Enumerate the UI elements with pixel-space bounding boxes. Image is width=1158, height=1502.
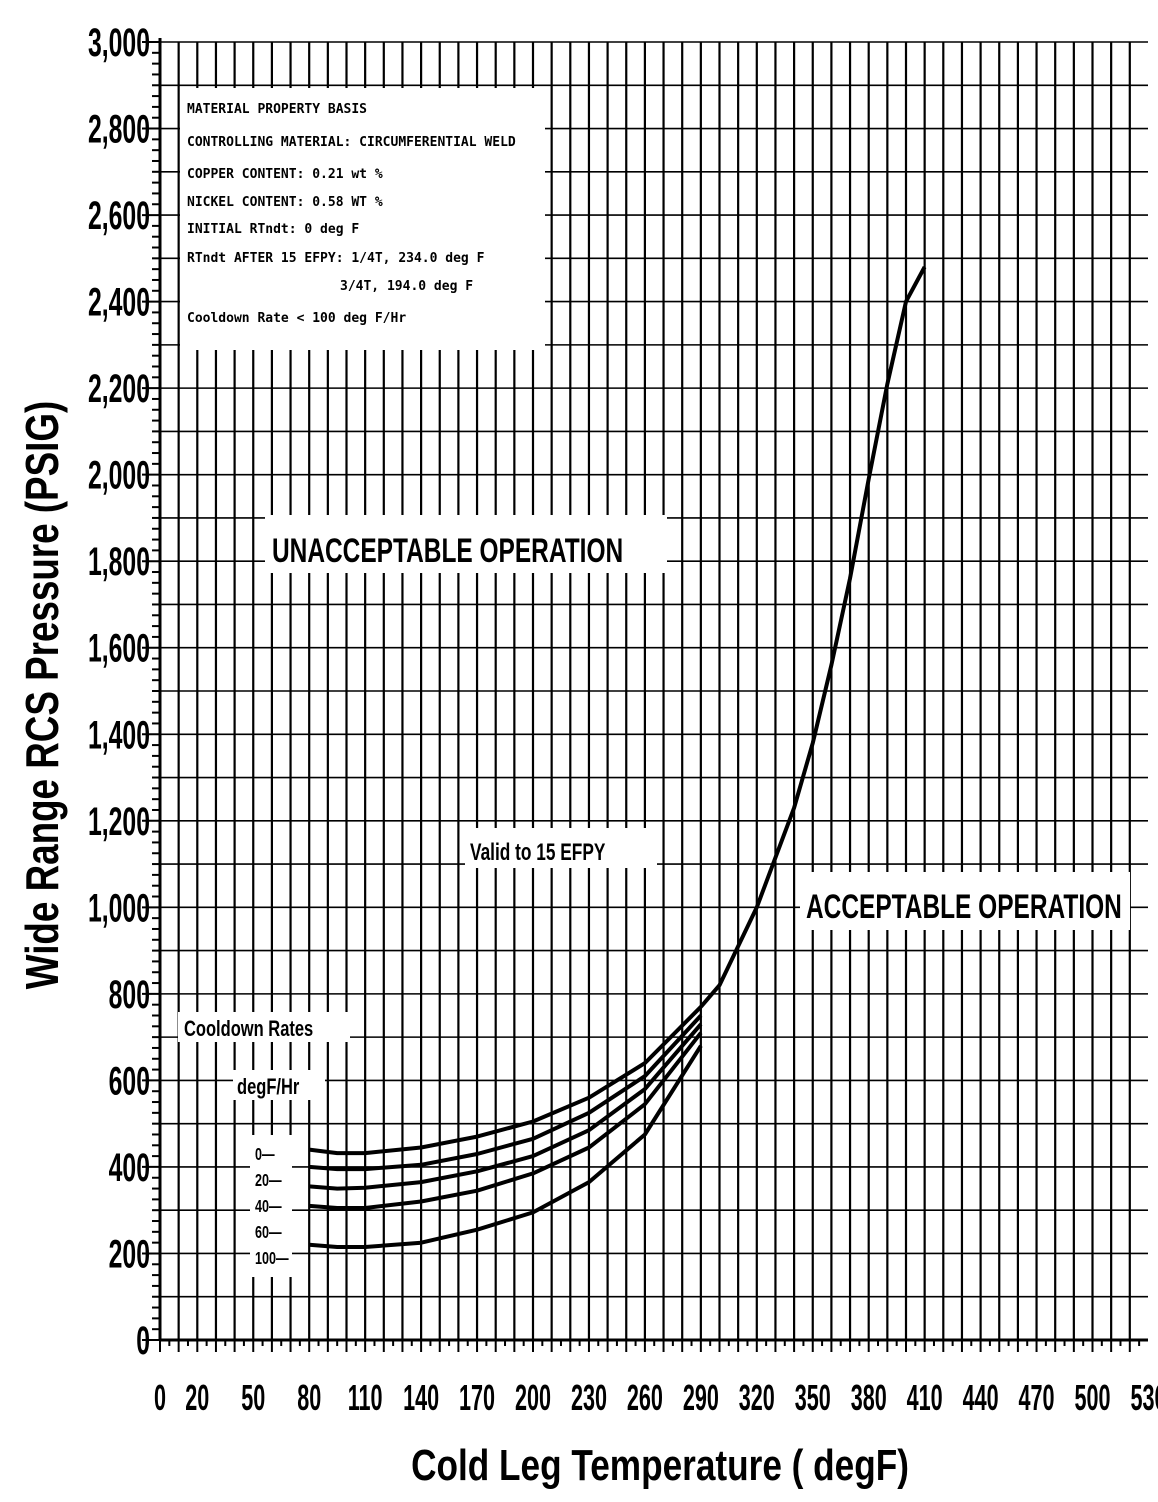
y-tick-label: 1,800 — [88, 540, 150, 584]
acceptable-operation-label: ACCEPTABLE OPERATION — [806, 888, 1122, 926]
x-tick-label: 140 — [403, 1378, 439, 1418]
x-tick-label: 410 — [907, 1378, 943, 1418]
cooldown-rate-list-box — [250, 1135, 292, 1277]
material-basis-line: MATERIAL PROPERTY BASIS — [187, 102, 367, 117]
acceptable-label-box — [800, 872, 1130, 930]
chart-axes — [142, 38, 1148, 1352]
series-line — [309, 1044, 703, 1249]
x-tick-label: 230 — [571, 1378, 607, 1418]
material-basis-line: RTndt AFTER 15 EFPY: 1/4T, 234.0 deg F — [187, 251, 485, 266]
series-line — [309, 1014, 703, 1172]
material-basis-box — [180, 88, 545, 350]
x-tick-label: 110 — [348, 1378, 383, 1418]
x-tick-label: 0 — [154, 1378, 166, 1418]
x-tick-label: 260 — [627, 1378, 663, 1418]
x-tick-label: 320 — [739, 1378, 775, 1418]
x-tick-label: 50 — [241, 1378, 265, 1418]
y-tick-label: 1,000 — [88, 886, 150, 930]
y-tick-label: 400 — [109, 1146, 150, 1190]
unacceptable-operation-label: UNACCEPTABLE OPERATION — [272, 532, 623, 570]
x-tick-label: 380 — [851, 1378, 887, 1418]
cooldown-rate-label: 20— — [255, 1171, 282, 1191]
y-tick-label: 2,400 — [88, 281, 150, 325]
series-line — [699, 266, 927, 1009]
material-basis-line: Cooldown Rate < 100 deg F/Hr — [187, 311, 406, 326]
material-basis-line: COPPER CONTENT: 0.21 wt % — [187, 167, 383, 182]
x-tick-label: 170 — [459, 1378, 495, 1418]
material-basis-line: 3/4T, 194.0 deg F — [340, 279, 473, 294]
chart-series — [308, 266, 927, 1249]
cooldown-rate-legend: 0— 20— 40— 60— 100— — [255, 1145, 289, 1269]
cooldown-rate-label: 0— — [255, 1145, 275, 1165]
y-tick-label: 1,200 — [88, 800, 150, 844]
valid-label: Valid to 15 EFPY — [470, 839, 605, 865]
x-tick-label: 440 — [963, 1378, 999, 1418]
y-tick-label: 800 — [109, 973, 150, 1017]
y-tick-label: 3,000 — [88, 21, 150, 65]
cooldown-rate-label: 40— — [255, 1197, 282, 1217]
x-tick-label: 530 — [1130, 1378, 1158, 1418]
x-tick-label: 80 — [297, 1378, 321, 1418]
material-basis-text: MATERIAL PROPERTY BASIS CONTROLLING MATE… — [187, 102, 516, 326]
series-line — [309, 1031, 703, 1210]
y-tick-label: 200 — [109, 1233, 150, 1277]
x-tick-label: 500 — [1074, 1378, 1110, 1418]
material-basis-line: NICKEL CONTENT: 0.58 WT % — [187, 195, 383, 210]
cooldown-units-box — [233, 1070, 325, 1100]
y-tick-label: 2,600 — [88, 194, 150, 238]
chart-labels: 02004006008001,0001,2001,4001,6001,8002,… — [88, 21, 1158, 1418]
y-tick-label: 2,800 — [88, 108, 150, 152]
x-tick-label: 290 — [683, 1378, 719, 1418]
material-basis-line: CONTROLLING MATERIAL: CIRCUMFERENTIAL WE… — [187, 135, 516, 150]
cooldown-units-label: degF/Hr — [237, 1075, 300, 1100]
series-line — [309, 1022, 703, 1191]
y-tick-label: 2,200 — [88, 367, 150, 411]
y-tick-label: 1,400 — [88, 713, 150, 757]
cooldown-rate-label: 60— — [255, 1223, 282, 1243]
y-tick-label: 1,600 — [88, 627, 150, 671]
series-line — [308, 1005, 703, 1156]
x-tick-label: 200 — [515, 1378, 551, 1418]
y-axis-title: Wide Range RCS Pressure (PSIG) — [16, 401, 68, 989]
cooldown-rate-label: 100— — [255, 1249, 289, 1269]
x-axis-title: Cold Leg Temperature ( degF) — [411, 1441, 909, 1490]
x-tick-label: 20 — [185, 1378, 209, 1418]
cooldown-legend-box — [178, 1012, 350, 1042]
x-tick-label: 470 — [1019, 1378, 1055, 1418]
cooldown-rates-title: Cooldown Rates — [184, 1017, 313, 1042]
y-tick-label: 0 — [136, 1319, 150, 1363]
valid-label-box — [465, 828, 657, 868]
y-tick-label: 2,000 — [88, 454, 150, 498]
unacceptable-label-box — [265, 515, 667, 573]
y-tick-label: 600 — [109, 1060, 150, 1104]
x-tick-label: 350 — [795, 1378, 831, 1418]
material-basis-line: INITIAL RTndt: 0 deg F — [187, 222, 359, 237]
